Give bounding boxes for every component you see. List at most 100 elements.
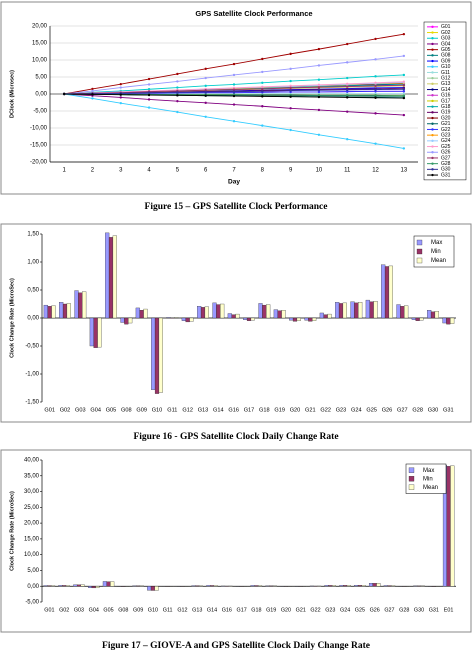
bar	[144, 309, 148, 318]
x-tick-label: G02	[60, 407, 71, 413]
bar	[340, 585, 344, 586]
point	[204, 116, 206, 118]
legend-marker	[431, 162, 433, 164]
legend-label: Max	[423, 468, 434, 474]
point	[403, 95, 405, 97]
bar	[220, 304, 224, 318]
bar	[109, 237, 113, 318]
legend-marker	[431, 60, 433, 62]
y-tick-label: -1,00	[25, 372, 39, 378]
x-tick-label: G17	[244, 407, 255, 413]
point	[318, 79, 320, 81]
legend-marker	[431, 145, 433, 147]
x-tick-label: G14	[213, 407, 224, 413]
bar	[351, 302, 355, 318]
bar	[335, 302, 339, 318]
x-tick-label: G22	[320, 407, 331, 413]
bar	[358, 585, 362, 586]
point	[318, 134, 320, 136]
point	[403, 97, 405, 99]
legend-swatch	[417, 240, 422, 245]
legend-label: G31	[441, 172, 451, 178]
bar	[443, 318, 447, 323]
bar	[44, 585, 48, 586]
point	[261, 90, 263, 92]
legend-marker	[431, 43, 433, 45]
bar	[105, 233, 109, 318]
bar	[81, 585, 85, 586]
point	[374, 58, 376, 60]
legend-marker	[431, 37, 433, 39]
bar	[63, 304, 67, 318]
point	[204, 68, 206, 70]
bar	[312, 318, 316, 321]
point	[148, 106, 150, 108]
bar	[48, 586, 52, 587]
x-tick-label: G18	[259, 407, 270, 413]
bar	[167, 317, 171, 318]
legend-marker	[431, 117, 433, 119]
caption: Figure 17 – GIOVE-A and GPS Satellite Cl…	[102, 641, 370, 651]
bar	[205, 307, 209, 318]
bar	[77, 585, 81, 586]
point	[403, 81, 405, 83]
x-tick-label: G09	[136, 407, 147, 413]
y-tick-label: 1,50	[27, 232, 39, 238]
bar	[90, 318, 94, 346]
point	[289, 96, 291, 98]
bar	[44, 305, 48, 318]
x-tick-label: G08	[118, 607, 128, 613]
bar	[92, 586, 96, 588]
x-tick-label: G24	[351, 407, 362, 413]
point	[261, 105, 263, 107]
point	[346, 85, 348, 87]
x-tick-label: G20	[281, 607, 291, 613]
point	[148, 94, 150, 96]
x-tick-label: G01	[44, 607, 54, 613]
bar	[113, 236, 117, 318]
bar	[374, 301, 378, 318]
bar	[107, 582, 111, 587]
bar	[182, 318, 186, 321]
point	[289, 53, 291, 55]
bar	[251, 585, 255, 586]
legend-marker	[431, 83, 433, 85]
y-tick-label: -20,00	[30, 160, 48, 166]
bar	[297, 318, 301, 321]
bar	[67, 303, 71, 318]
chart-title: GPS Satellite Clock Performance	[195, 9, 312, 18]
bar	[447, 466, 451, 586]
y-tick-label: 10,00	[24, 552, 40, 558]
bar	[59, 585, 63, 586]
bar	[262, 305, 266, 318]
caption: Figure 16 - GPS Satellite Clock Daily Ch…	[133, 432, 338, 442]
legend-label: Mean	[431, 258, 446, 264]
point	[346, 138, 348, 140]
legend-swatch	[409, 476, 414, 481]
y-tick-label: -10,00	[30, 126, 48, 132]
point	[403, 33, 405, 35]
point	[204, 102, 206, 104]
x-tick-label: G09	[133, 607, 143, 613]
point	[374, 142, 376, 144]
point	[148, 83, 150, 85]
legend-marker	[431, 105, 433, 107]
bar	[339, 303, 343, 318]
bar	[416, 318, 420, 321]
y-tick-label: 35,00	[24, 473, 40, 479]
point	[261, 88, 263, 90]
bar	[62, 585, 66, 586]
x-tick-label: G12	[182, 407, 193, 413]
point	[346, 96, 348, 98]
y-tick-label: -5,00	[33, 109, 47, 115]
bar	[94, 318, 98, 348]
bar	[213, 303, 217, 318]
bar	[133, 586, 137, 587]
bar	[373, 583, 377, 586]
y-tick-label: 0,50	[27, 288, 39, 294]
bar	[384, 585, 388, 586]
bar	[75, 291, 79, 318]
bar	[308, 318, 312, 321]
point	[176, 100, 178, 102]
bar	[232, 315, 236, 318]
